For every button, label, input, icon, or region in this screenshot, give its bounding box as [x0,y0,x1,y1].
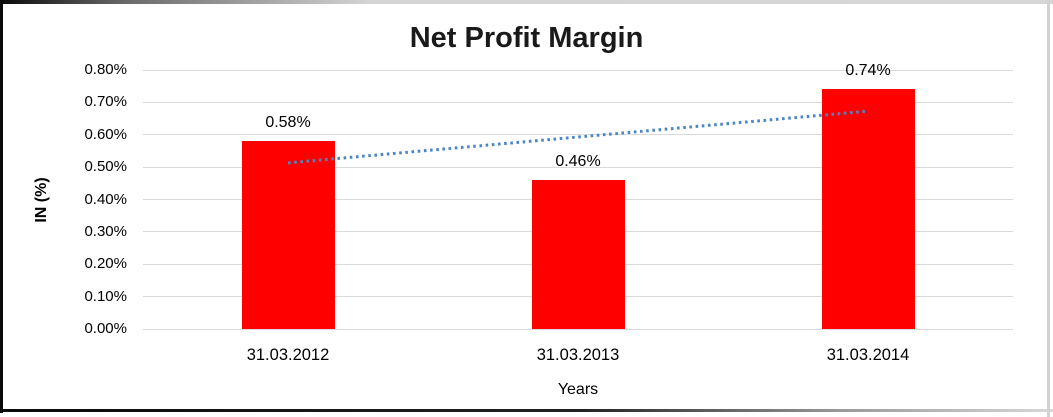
y-axis-tick-label: 0.70% [84,93,127,111]
y-axis-tick-label: 0.50% [84,158,127,176]
gridline [143,101,1013,103]
gridline [143,328,1013,330]
y-axis-tick-label: 0.40% [84,190,127,208]
bar [531,180,625,329]
bar [241,141,335,329]
border-left [0,0,3,413]
y-axis-tick-label: 0.60% [84,125,127,143]
border-top [0,0,1053,4]
border-bottom [0,409,1053,412]
x-axis-category-label: 31.03.2014 [826,346,910,364]
border-right [1047,0,1050,417]
bar-data-label: 0.58% [265,114,311,132]
y-axis-tick-label: 0.20% [84,255,127,273]
x-axis-category-label: 31.03.2013 [536,346,620,364]
bar-data-label: 0.74% [845,62,891,80]
bar-data-label: 0.46% [555,153,601,171]
x-axis-category-label: 31.03.2012 [246,346,330,364]
y-axis-tick-label: 0.80% [84,61,127,78]
y-axis-tick-label: 0.30% [84,222,127,240]
bar [821,89,915,329]
x-axis-title: Years [557,381,599,398]
gridline [143,166,1013,168]
y-axis-tick-label: 0.10% [84,287,127,305]
chart-title: Net Profit Margin [409,22,644,54]
gridline [143,69,1013,71]
y-axis-tick-label: 0.00% [84,320,127,337]
